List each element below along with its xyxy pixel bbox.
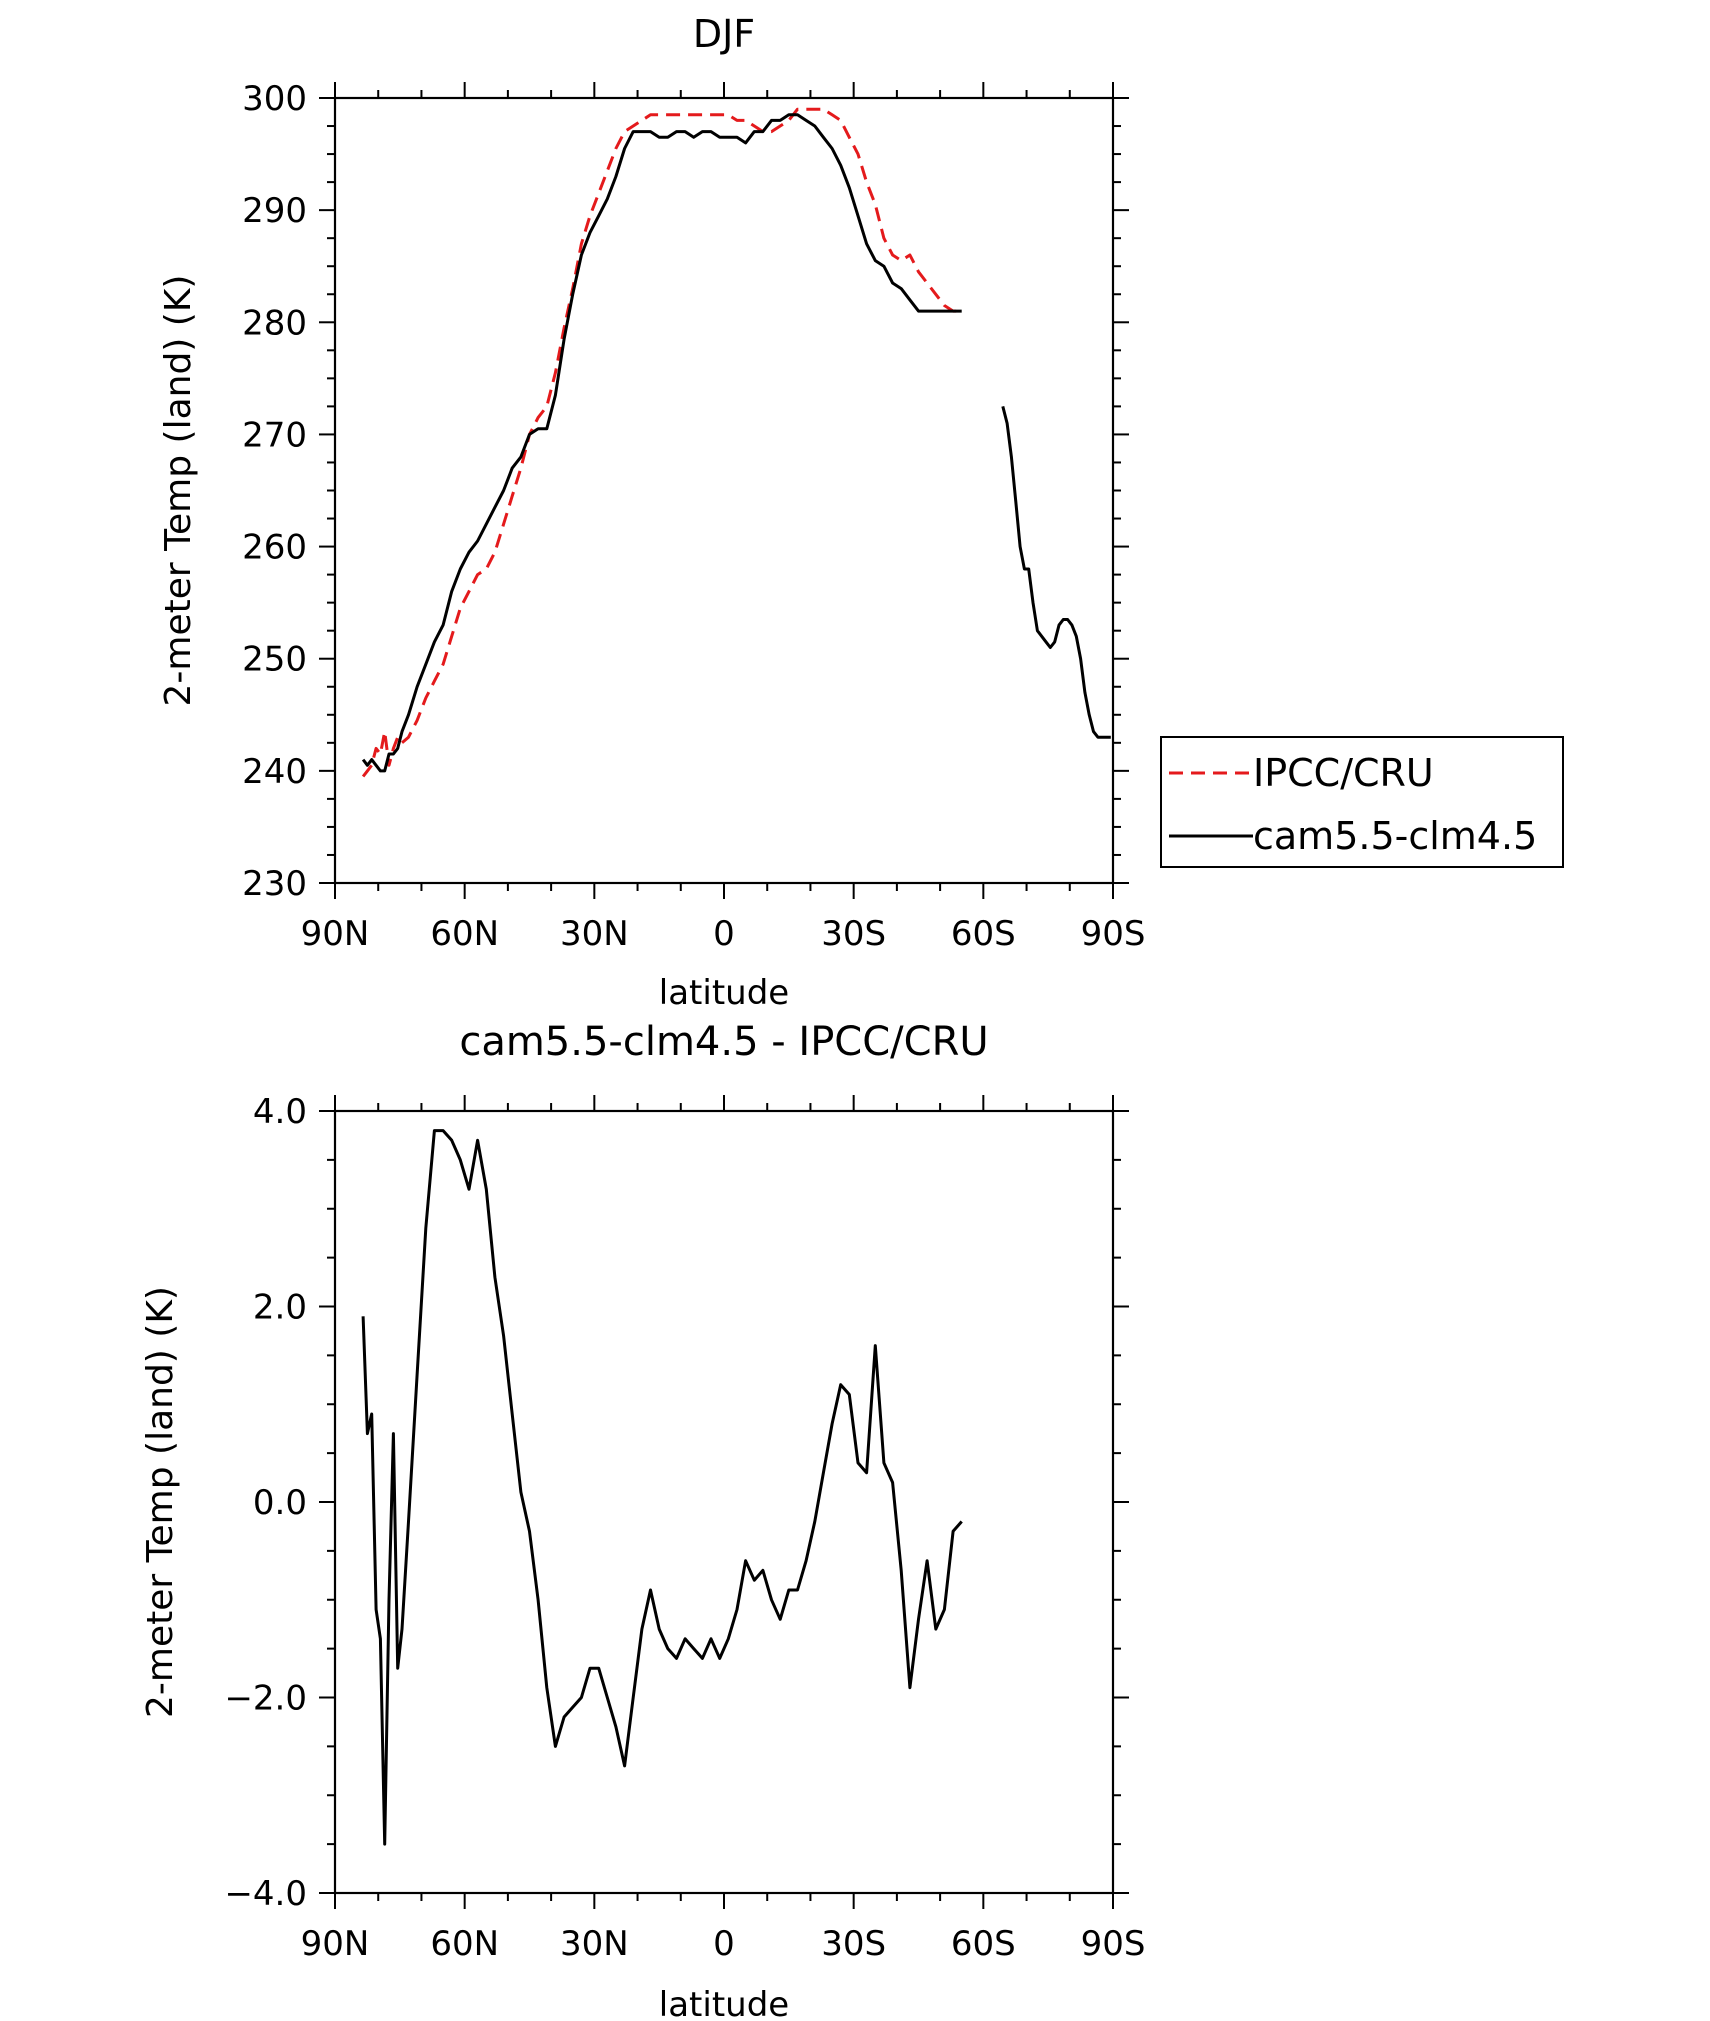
y-tick-label: 250 [242,640,307,680]
series-line-2-1 [361,1129,963,1846]
y-tick-label: 0.0 [253,1483,307,1523]
top-chart-title: DJF [693,12,755,56]
top-series-group [361,107,1111,778]
bottom-axis-ticks: 90N 60N 30N 0 30S 60S 90S −4.0 −2.0 0.0 2.0 4.0 [224,1092,1145,1964]
x-tick-label: 30S [821,914,886,954]
y-tick-label: 270 [242,415,307,455]
x-tick-label: 90S [1081,914,1146,954]
legend: IPCC/CRU cam5.5-clm4.5 [1160,736,1564,868]
x-tick-label: 60S [951,914,1016,954]
bottom-panel: cam5.5-clm4.5 - IPCC/CRU 2-meter Temp (l… [140,1019,1145,2021]
x-tick-label: 90N [301,1924,370,1964]
y-tick-label: 290 [242,191,307,231]
x-tick-label: 90S [1081,1924,1146,1964]
y-tick-label: 260 [242,528,307,568]
legend-label-cam-clm: cam5.5-clm4.5 [1253,814,1537,858]
bottom-plot-frame [333,1109,1115,1895]
bottom-series-group [361,1129,963,1846]
y-tick-label: 230 [242,864,307,904]
legend-label-ipcc-cru: IPCC/CRU [1253,751,1434,795]
x-tick-label: 0 [713,1924,735,1964]
x-tick-label: 30S [821,1924,886,1964]
series-line-1-1 [361,107,962,778]
y-tick-label: 4.0 [253,1092,307,1132]
legend-box [1160,736,1564,868]
y-tick-label: 300 [242,79,307,119]
top-panel: DJF 2-meter Temp (land) (K) latitude 90N… [158,12,1145,1013]
x-tick-label: 90N [301,914,370,954]
y-tick-label: 240 [242,752,307,792]
bottom-y-axis-label: 2-meter Temp (land) (K) [140,1286,181,1718]
y-tick-label: −2.0 [224,1679,307,1719]
top-plot-frame [333,96,1115,885]
x-tick-label: 60N [430,914,499,954]
x-tick-label: 30N [560,914,629,954]
x-tick-label: 60N [430,1924,499,1964]
bottom-chart-title: cam5.5-clm4.5 - IPCC/CRU [459,1019,988,1065]
x-tick-label: 30N [560,1924,629,1964]
y-tick-label: 2.0 [253,1288,307,1328]
y-tick-label: −4.0 [224,1874,307,1914]
top-y-axis-label: 2-meter Temp (land) (K) [158,275,199,707]
bottom-x-axis-label: latitude [659,1985,789,2021]
x-tick-label: 0 [713,914,735,954]
x-tick-label: 60S [951,1924,1016,1964]
series-line-1-2 [361,113,1111,773]
top-x-axis-label: latitude [659,973,789,1013]
top-axis-ticks: 90N 60N 30N 0 30S 60S 90S 230 240 250 260 270 280 290… [242,79,1145,954]
y-tick-label: 280 [242,303,307,343]
